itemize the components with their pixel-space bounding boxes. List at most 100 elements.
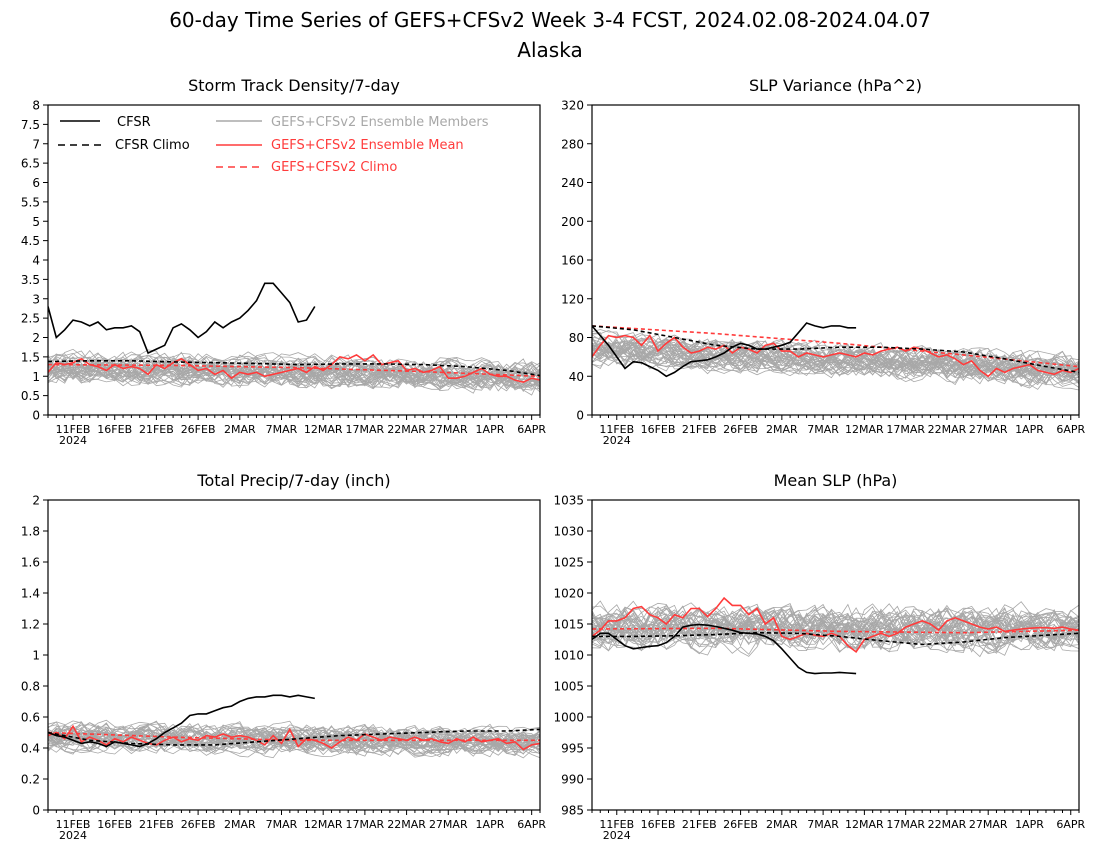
y-tick-label: 40	[569, 370, 584, 384]
x-tick-label: 26FEB	[723, 423, 758, 436]
y-tick-label: 0	[32, 409, 40, 423]
x-tick-label: 17MAR	[886, 818, 925, 831]
ensemble-member-line	[48, 351, 540, 378]
x-tick-label: 7MAR	[266, 818, 298, 831]
x-tick-label: 2MAR	[224, 423, 256, 436]
y-tick-label: 1.2	[21, 618, 40, 632]
series-gefs-cfsv2-ensemble-mean	[48, 724, 540, 751]
x-year-label: 2024	[603, 829, 631, 842]
y-tick-label: 3.5	[21, 273, 40, 287]
legend-label-cfsr: CFSR	[117, 115, 151, 130]
x-tick-label: 21FEB	[682, 818, 717, 831]
ensemble-member-line	[592, 347, 1079, 385]
y-tick-label: 1.4	[21, 587, 40, 601]
x-tick-label: 27MAR	[969, 818, 1008, 831]
panel-mean-slp: Mean SLP (hPa) 985 990 995 1000 1005 1010 1015 1…	[553, 471, 1085, 842]
y-tick-label: 1020	[553, 587, 584, 601]
x-tick-label: 2MAR	[224, 818, 256, 831]
series-cfsr	[48, 282, 316, 355]
x-tick-label: 16FEB	[97, 423, 132, 436]
y-tick-label: 7.5	[21, 118, 40, 132]
y-tick-label: 2	[32, 494, 40, 508]
x-tick-label: 16FEB	[97, 818, 132, 831]
series-cfsr	[592, 322, 857, 378]
ensemble-member-line	[48, 728, 540, 755]
y-tick-label: 280	[561, 137, 584, 151]
x-year-label: 2024	[603, 434, 631, 447]
x-tick-label: 11FEB	[56, 423, 91, 436]
panel-title: Mean SLP (hPa)	[774, 471, 898, 490]
y-tick-label: 1015	[553, 618, 584, 632]
x-tick-label: 11FEB	[599, 818, 634, 831]
y-tick-label: 120	[561, 292, 584, 306]
ensemble-member-line	[592, 619, 1079, 654]
series-gefs-cfsv2-climo	[48, 363, 540, 378]
y-tick-label: 2.5	[21, 312, 40, 326]
plot-area	[48, 694, 540, 759]
y-tick-label: 0.4	[21, 742, 40, 756]
panel-title: Total Precip/7-day (inch)	[196, 471, 390, 490]
x-tick-label: 22MAR	[928, 423, 967, 436]
y-tick-label: 995	[561, 742, 584, 756]
series-gefs-cfsv2-ensemble-mean	[592, 334, 1079, 378]
ensemble-member-line	[48, 348, 540, 382]
panel-slp-variance: SLP Variance (hPa^2) 0 40 80 120 160 200 240 280…	[561, 76, 1085, 447]
x-tick-label: 6APR	[1056, 818, 1085, 831]
y-tick-label: 0.2	[21, 773, 40, 787]
legend: CFSR CFSR Climo GEFS+CFSv2 Ensemble Memb…	[58, 115, 489, 175]
x-tick-label: 26FEB	[723, 818, 758, 831]
ensemble-member-line	[48, 358, 540, 387]
plot-frame	[591, 499, 1080, 811]
series-cfsr-climo	[592, 631, 1079, 646]
y-tick-label: 1005	[553, 680, 584, 694]
x-tick-label: 2MAR	[766, 423, 798, 436]
x-tick-label: 6APR	[1056, 423, 1085, 436]
plot-area	[592, 596, 1079, 675]
y-tick-label: 1025	[553, 556, 584, 570]
y-tick-label: 200	[561, 215, 584, 229]
x-tick-label: 7MAR	[807, 818, 839, 831]
legend-label-members: GEFS+CFSv2 Ensemble Members	[271, 115, 489, 130]
y-tick-label: 5.5	[21, 195, 40, 209]
ensemble-member-line	[592, 346, 1079, 384]
ensemble-member-line	[48, 721, 540, 746]
ensemble-member-line	[592, 342, 1079, 382]
panel-title: Storm Track Density/7-day	[188, 76, 400, 95]
y-tick-label: 320	[561, 99, 584, 113]
y-tick-label: 6	[32, 176, 40, 190]
y-tick-label: 1030	[553, 525, 584, 539]
x-tick-label: 12MAR	[845, 818, 884, 831]
y-tick-label: 1000	[553, 711, 584, 725]
ensemble-member-line	[48, 362, 540, 391]
y-tick-label: 3	[32, 292, 40, 306]
x-tick-label: 21FEB	[139, 423, 174, 436]
y-tick-label: 0	[32, 804, 40, 818]
y-tick-label: 0	[576, 409, 584, 423]
x-tick-label: 22MAR	[387, 818, 426, 831]
x-tick-label: 26FEB	[181, 423, 216, 436]
x-tick-label: 1APR	[1015, 818, 1044, 831]
y-tick-label: 1035	[553, 494, 584, 508]
ensemble-member-line	[48, 361, 540, 389]
x-tick-label: 22MAR	[387, 423, 426, 436]
series-cfsr-climo	[592, 325, 1079, 374]
x-tick-label: 17MAR	[346, 818, 385, 831]
y-tick-label: 2	[32, 331, 40, 345]
x-tick-label: 6APR	[517, 423, 546, 436]
ensemble-member-line	[48, 362, 540, 389]
x-tick-label: 17MAR	[346, 423, 385, 436]
y-tick-label: 985	[561, 804, 584, 818]
plot-area	[48, 282, 540, 396]
ensemble-member-line	[48, 356, 540, 385]
ensemble-member-line	[48, 355, 540, 387]
y-tick-label: 0.8	[21, 680, 40, 694]
y-tick-label: 5	[32, 215, 40, 229]
x-tick-label: 21FEB	[139, 818, 174, 831]
x-tick-label: 27MAR	[429, 818, 468, 831]
x-tick-label: 1APR	[476, 423, 505, 436]
ensemble-member-line	[592, 339, 1079, 378]
series-gefs-cfsv2-climo	[592, 627, 1079, 634]
x-tick-label: 27MAR	[969, 423, 1008, 436]
y-tick-label: 0.5	[21, 389, 40, 403]
